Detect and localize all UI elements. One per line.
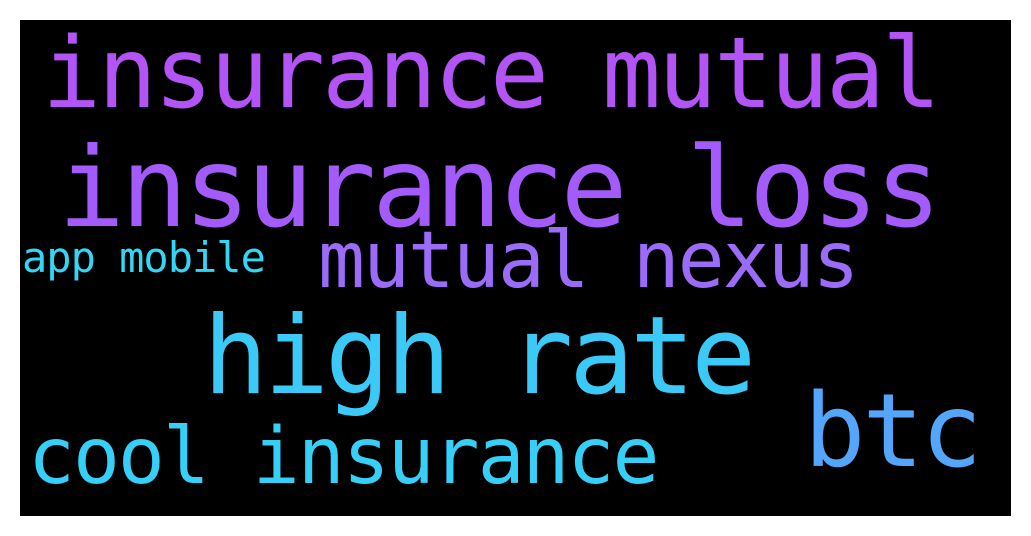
word-mutual-nexus: mutual nexus [318,216,860,306]
word-cloud-canvas: insurance mutual insurance loss app mobi… [20,20,1011,516]
word-app-mobile: app mobile [22,233,266,282]
word-insurance-mutual: insurance mutual [42,20,941,131]
word-cool-insurance: cool insurance [28,412,659,502]
word-high-rate: high rate [203,294,756,419]
word-insurance-loss: insurance loss [58,124,942,253]
word-btc: btc [804,372,982,491]
